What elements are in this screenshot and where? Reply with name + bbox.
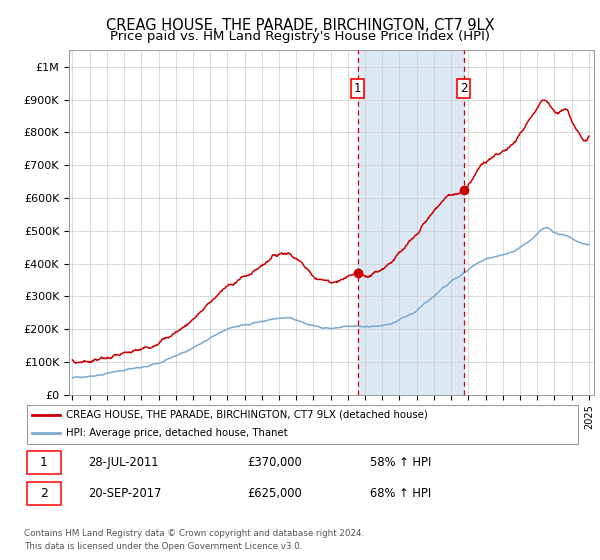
Text: £370,000: £370,000 bbox=[247, 456, 302, 469]
FancyBboxPatch shape bbox=[27, 451, 61, 474]
FancyBboxPatch shape bbox=[27, 482, 61, 505]
Text: 58% ↑ HPI: 58% ↑ HPI bbox=[370, 456, 431, 469]
Text: Price paid vs. HM Land Registry's House Price Index (HPI): Price paid vs. HM Land Registry's House … bbox=[110, 30, 490, 43]
Bar bbox=[358, 50, 464, 395]
Text: £625,000: £625,000 bbox=[247, 487, 302, 500]
Text: 68% ↑ HPI: 68% ↑ HPI bbox=[370, 487, 431, 500]
Text: CREAG HOUSE, THE PARADE, BIRCHINGTON, CT7 9LX: CREAG HOUSE, THE PARADE, BIRCHINGTON, CT… bbox=[106, 18, 494, 33]
Text: 2: 2 bbox=[460, 82, 467, 95]
Text: HPI: Average price, detached house, Thanet: HPI: Average price, detached house, Than… bbox=[66, 428, 287, 438]
FancyBboxPatch shape bbox=[27, 405, 578, 444]
Text: 1: 1 bbox=[40, 456, 48, 469]
Text: 28-JUL-2011: 28-JUL-2011 bbox=[88, 456, 158, 469]
Text: 1: 1 bbox=[354, 82, 361, 95]
Text: 20-SEP-2017: 20-SEP-2017 bbox=[88, 487, 161, 500]
Text: 2: 2 bbox=[40, 487, 48, 500]
Text: Contains HM Land Registry data © Crown copyright and database right 2024.: Contains HM Land Registry data © Crown c… bbox=[24, 529, 364, 538]
Text: This data is licensed under the Open Government Licence v3.0.: This data is licensed under the Open Gov… bbox=[24, 542, 302, 550]
Text: CREAG HOUSE, THE PARADE, BIRCHINGTON, CT7 9LX (detached house): CREAG HOUSE, THE PARADE, BIRCHINGTON, CT… bbox=[66, 410, 428, 420]
